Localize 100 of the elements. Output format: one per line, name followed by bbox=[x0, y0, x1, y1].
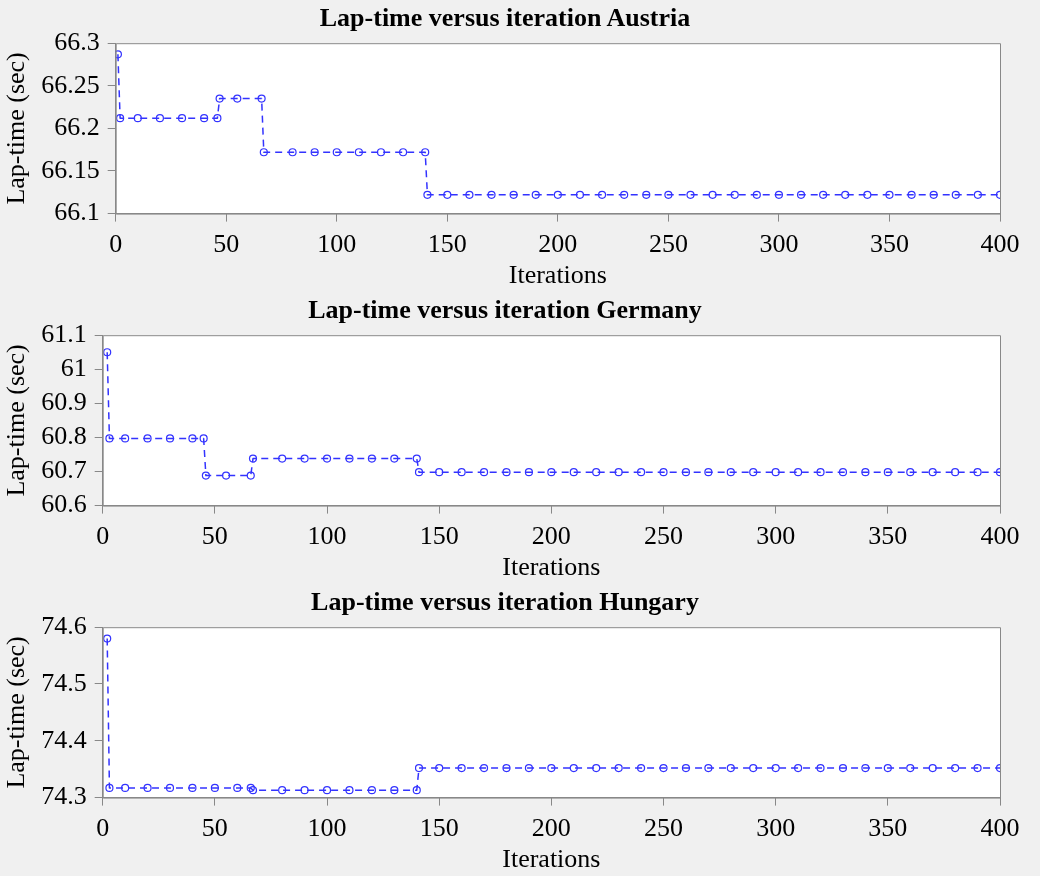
x-tick-label: 300 bbox=[759, 229, 799, 259]
x-tick-label: 300 bbox=[756, 813, 796, 843]
point bbox=[155, 114, 165, 123]
point bbox=[553, 190, 562, 199]
point bbox=[681, 468, 691, 477]
point bbox=[686, 190, 695, 199]
x-tick-label: 200 bbox=[531, 813, 571, 843]
y-tick-label: 60.9 bbox=[41, 387, 87, 417]
point bbox=[423, 190, 432, 199]
point bbox=[288, 148, 297, 157]
point bbox=[390, 454, 399, 463]
y-tick-label: 74.3 bbox=[41, 781, 87, 811]
point bbox=[443, 190, 452, 199]
x-tick-label: 200 bbox=[538, 229, 578, 259]
point bbox=[883, 763, 892, 773]
point bbox=[248, 786, 258, 795]
point bbox=[796, 190, 806, 199]
y-axis-title: Lap-time (sec) bbox=[1, 52, 31, 205]
point bbox=[861, 468, 870, 477]
point bbox=[704, 763, 713, 773]
point bbox=[614, 468, 623, 477]
point bbox=[906, 763, 915, 773]
point bbox=[322, 454, 332, 463]
point bbox=[726, 468, 735, 477]
point bbox=[246, 471, 255, 480]
point bbox=[547, 468, 556, 477]
point bbox=[210, 783, 219, 793]
point bbox=[233, 94, 242, 103]
x-axis-title: Iterations bbox=[502, 844, 601, 874]
point bbox=[838, 468, 848, 477]
point bbox=[143, 783, 152, 793]
point bbox=[794, 763, 803, 773]
point bbox=[322, 786, 332, 795]
y-tick-label: 74.4 bbox=[41, 724, 87, 754]
point bbox=[928, 468, 937, 477]
point bbox=[659, 763, 668, 773]
point bbox=[412, 454, 421, 463]
point bbox=[376, 148, 386, 157]
x-tick-label: 100 bbox=[317, 229, 357, 259]
point bbox=[636, 468, 646, 477]
point bbox=[133, 114, 142, 123]
x-tick-label: 150 bbox=[427, 229, 467, 259]
x-tick-label: 350 bbox=[868, 521, 908, 551]
point bbox=[143, 434, 152, 443]
x-tick-label: 250 bbox=[644, 521, 684, 551]
point bbox=[620, 190, 629, 199]
point bbox=[704, 468, 713, 477]
point bbox=[664, 190, 673, 199]
point bbox=[435, 468, 444, 477]
point bbox=[367, 786, 376, 795]
point bbox=[165, 783, 175, 793]
x-tick-label: 100 bbox=[307, 813, 347, 843]
point bbox=[345, 786, 354, 795]
point bbox=[390, 786, 399, 795]
point bbox=[457, 468, 466, 477]
point bbox=[213, 114, 222, 123]
point bbox=[105, 783, 114, 793]
point bbox=[457, 763, 466, 773]
point bbox=[354, 148, 363, 157]
point bbox=[681, 763, 691, 773]
point bbox=[547, 763, 556, 773]
x-tick-label: 150 bbox=[419, 521, 459, 551]
x-tick-label: 50 bbox=[201, 813, 228, 843]
point bbox=[248, 454, 258, 463]
y-tick-label: 61 bbox=[60, 353, 87, 383]
point bbox=[103, 348, 112, 357]
point bbox=[487, 190, 496, 199]
x-tick-label: 400 bbox=[980, 229, 1020, 259]
x-tick-label: 400 bbox=[980, 813, 1020, 843]
point bbox=[951, 468, 960, 477]
x-tick-label: 300 bbox=[756, 521, 796, 551]
point bbox=[300, 454, 309, 463]
y-tick-label: 74.5 bbox=[41, 667, 87, 697]
point bbox=[708, 190, 717, 199]
point bbox=[592, 763, 601, 773]
point bbox=[951, 763, 960, 773]
x-tick-label: 350 bbox=[868, 813, 908, 843]
x-tick-label: 400 bbox=[980, 521, 1020, 551]
y-axis-title: Lap-time (sec) bbox=[1, 344, 31, 497]
point bbox=[233, 783, 242, 793]
point bbox=[121, 783, 130, 793]
y-tick-label: 66.15 bbox=[41, 154, 100, 184]
x-tick-label: 100 bbox=[307, 521, 347, 551]
point bbox=[414, 468, 424, 477]
point bbox=[749, 468, 758, 477]
point bbox=[531, 190, 540, 199]
point bbox=[367, 454, 376, 463]
point bbox=[215, 94, 224, 103]
point bbox=[973, 468, 982, 477]
point bbox=[794, 468, 803, 477]
point bbox=[278, 454, 287, 463]
point bbox=[973, 763, 982, 773]
y-tick-label: 60.7 bbox=[41, 455, 87, 485]
x-tick-label: 350 bbox=[869, 229, 909, 259]
point bbox=[771, 763, 780, 773]
point bbox=[524, 468, 534, 477]
point bbox=[907, 190, 916, 199]
point bbox=[259, 148, 268, 157]
point bbox=[121, 434, 130, 443]
point bbox=[188, 434, 197, 443]
